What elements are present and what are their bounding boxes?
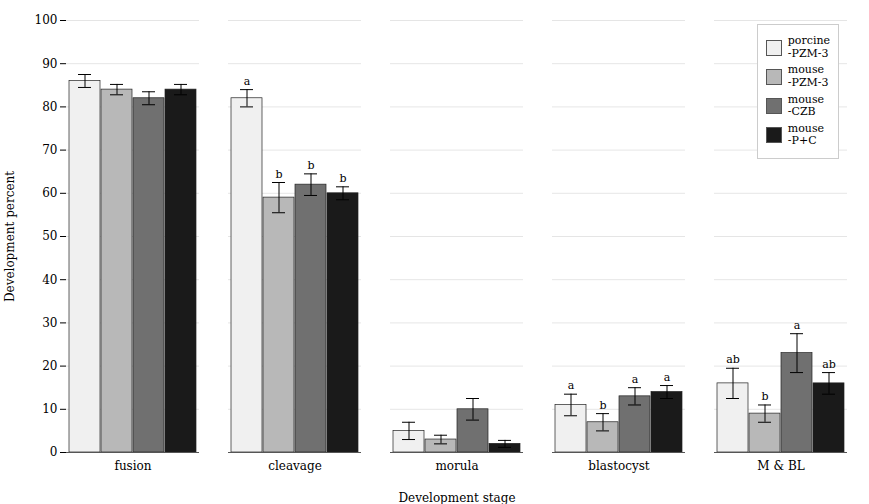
svg-text:a: a — [794, 319, 801, 332]
svg-text:b: b — [307, 159, 314, 172]
svg-text:50: 50 — [42, 229, 57, 243]
svg-text:a: a — [632, 373, 639, 386]
svg-text:b: b — [275, 168, 282, 181]
svg-text:b: b — [599, 399, 606, 412]
svg-text:a: a — [664, 371, 671, 384]
svg-text:80: 80 — [42, 100, 57, 114]
html-text:mouse -PZM-3: mouse -PZM-3 — [787, 63, 829, 89]
svg-text:cleavage: cleavage — [268, 459, 322, 473]
svg-text:b: b — [339, 172, 346, 185]
svg-text:30: 30 — [42, 316, 57, 330]
svg-text:Development percent: Development percent — [3, 171, 17, 302]
html-text:porcine -PZM-3: porcine -PZM-3 — [787, 34, 830, 60]
svg-text:a: a — [244, 75, 251, 88]
svg-text:Development stage: Development stage — [398, 491, 515, 504]
svg-text:b: b — [761, 390, 768, 403]
svg-text:0: 0 — [50, 445, 58, 459]
svg-text:90: 90 — [42, 57, 57, 71]
svg-text:blastocyst: blastocyst — [588, 459, 650, 473]
svg-text:20: 20 — [42, 359, 57, 373]
svg-text:10: 10 — [42, 402, 57, 416]
svg-text:40: 40 — [42, 273, 57, 287]
svg-text:fusion: fusion — [114, 459, 151, 473]
svg-text:70: 70 — [42, 143, 57, 157]
html-text:mouse -CZB: mouse -CZB — [787, 92, 825, 119]
svg-text:60: 60 — [42, 186, 57, 200]
html-text:mouse -P+C: mouse -P+C — [787, 121, 825, 148]
svg-text:ab: ab — [726, 353, 740, 366]
svg-text:ab: ab — [822, 358, 836, 371]
svg-text:100: 100 — [35, 13, 58, 27]
svg-text:a: a — [568, 379, 575, 392]
svg-text:M & BL: M & BL — [757, 459, 804, 473]
svg-text:morula: morula — [435, 459, 478, 473]
